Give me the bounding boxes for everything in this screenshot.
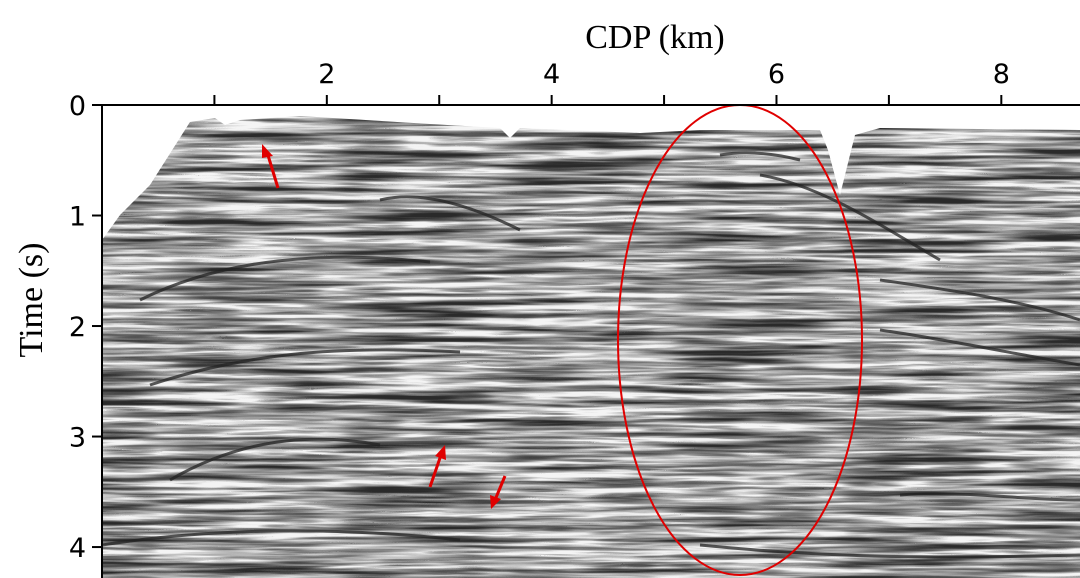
x-tick-label: 8 [993,59,1010,90]
y-tick-label: 4 [69,533,86,564]
seismic-image [102,116,1080,578]
x-tick-label: 6 [768,59,785,90]
x-axis-label: CDP (km) [585,19,724,56]
x-tick-label: 2 [318,59,335,90]
arrows [262,144,507,509]
y-tick-label: 1 [69,202,86,233]
y-axis-label: Time (s) [13,243,50,358]
x-tick-label: 4 [543,59,560,90]
y-tick-label: 0 [69,91,86,122]
y-tick-label: 3 [69,423,86,454]
y-tick-label: 2 [69,312,86,343]
